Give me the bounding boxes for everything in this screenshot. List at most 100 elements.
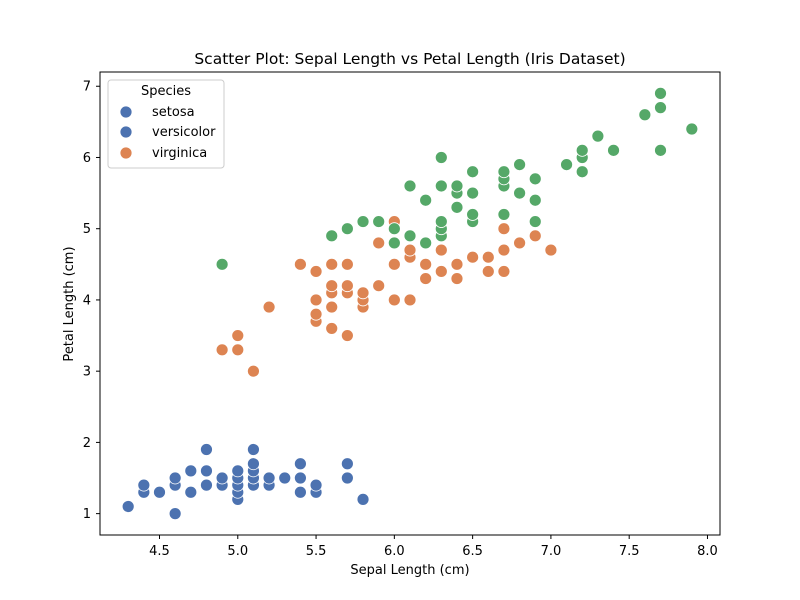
data-point [325, 322, 339, 335]
data-point [372, 215, 386, 228]
data-point [200, 443, 213, 456]
data-point [450, 200, 464, 214]
data-point [293, 471, 307, 485]
y-tick-label: 5 [83, 222, 91, 237]
data-point [513, 236, 526, 250]
data-point [481, 250, 495, 264]
legend-marker-versicolor [119, 125, 133, 139]
data-point [340, 257, 354, 271]
data-point [340, 329, 354, 342]
data-point [215, 257, 229, 271]
data-point [340, 457, 354, 471]
x-tick-label: 5.0 [227, 544, 248, 559]
data-point [309, 307, 323, 321]
data-point [247, 364, 260, 378]
data-point [466, 186, 480, 200]
data-point [466, 250, 480, 264]
x-tick-label: 7.5 [619, 544, 640, 559]
x-axis-ticks: 4.5 5.0 5.5 6.0 6.5 7.0 7.5 8.0 [149, 535, 718, 559]
data-point [434, 215, 448, 228]
data-point [497, 208, 511, 221]
data-point [560, 158, 573, 172]
data-point [340, 222, 354, 236]
legend-marker-virginica [119, 146, 133, 160]
y-axis-label: Petal Length (cm) [62, 246, 77, 361]
legend: Species setosa versicolor virginica [107, 79, 225, 169]
data-point [293, 457, 307, 471]
y-tick-label: 2 [83, 436, 91, 451]
data-point [184, 485, 198, 499]
data-point [466, 208, 480, 221]
data-point [450, 179, 464, 193]
data-point [434, 265, 448, 278]
legend-label-virginica: virginica [152, 146, 207, 161]
data-point [231, 343, 245, 357]
legend-box [107, 79, 225, 169]
chart-title: Scatter Plot: Sepal Length vs Petal Leng… [194, 50, 625, 68]
data-point [685, 122, 699, 136]
x-axis-label: Sepal Length (cm) [350, 563, 469, 578]
data-point [419, 257, 433, 271]
data-point [513, 186, 526, 200]
data-point [215, 471, 229, 485]
data-point [591, 129, 605, 143]
data-point [638, 108, 652, 122]
y-tick-label: 6 [83, 151, 91, 166]
data-point [293, 485, 307, 499]
data-point [387, 236, 401, 250]
data-point [528, 193, 542, 207]
data-point [387, 222, 401, 236]
data-point [340, 279, 354, 293]
data-point [340, 471, 354, 485]
data-point [497, 243, 511, 257]
data-point [247, 457, 260, 471]
data-point [309, 293, 323, 307]
data-point [262, 471, 276, 485]
data-point [419, 272, 433, 285]
data-point [403, 179, 417, 193]
data-point [403, 243, 417, 257]
data-point [497, 265, 511, 278]
data-point [654, 143, 667, 157]
data-point [184, 464, 198, 478]
data-point [215, 343, 229, 357]
data-point [372, 236, 386, 250]
y-tick-label: 4 [83, 293, 91, 308]
data-point [309, 265, 323, 278]
data-point [121, 500, 135, 513]
data-point [168, 507, 182, 521]
data-point [481, 265, 495, 278]
legend-label-versicolor: versicolor [152, 125, 216, 140]
x-tick-label: 6.0 [384, 544, 405, 559]
y-tick-label: 7 [83, 80, 91, 95]
data-point [200, 478, 213, 492]
x-tick-label: 5.5 [306, 544, 327, 559]
y-axis-ticks: 1 2 3 4 5 6 7 [83, 80, 100, 522]
data-point [247, 443, 260, 456]
data-point [434, 243, 448, 257]
data-point [403, 293, 417, 307]
data-point [654, 101, 667, 115]
data-point [137, 478, 151, 492]
data-point [450, 272, 464, 285]
data-point [497, 222, 511, 236]
data-point [403, 229, 417, 243]
x-tick-label: 8.0 [697, 544, 718, 559]
data-point [607, 143, 620, 157]
data-point [309, 478, 323, 492]
data-point [419, 236, 433, 250]
data-point [356, 492, 370, 506]
data-point [528, 229, 542, 243]
legend-label-setosa: setosa [152, 105, 195, 120]
data-point [278, 471, 292, 485]
y-tick-label: 3 [83, 365, 91, 380]
data-point [387, 293, 401, 307]
data-point [231, 329, 245, 342]
points-layer [121, 86, 699, 521]
data-point [434, 151, 448, 164]
data-point [544, 243, 558, 257]
data-point [262, 300, 276, 314]
data-point [325, 229, 339, 243]
